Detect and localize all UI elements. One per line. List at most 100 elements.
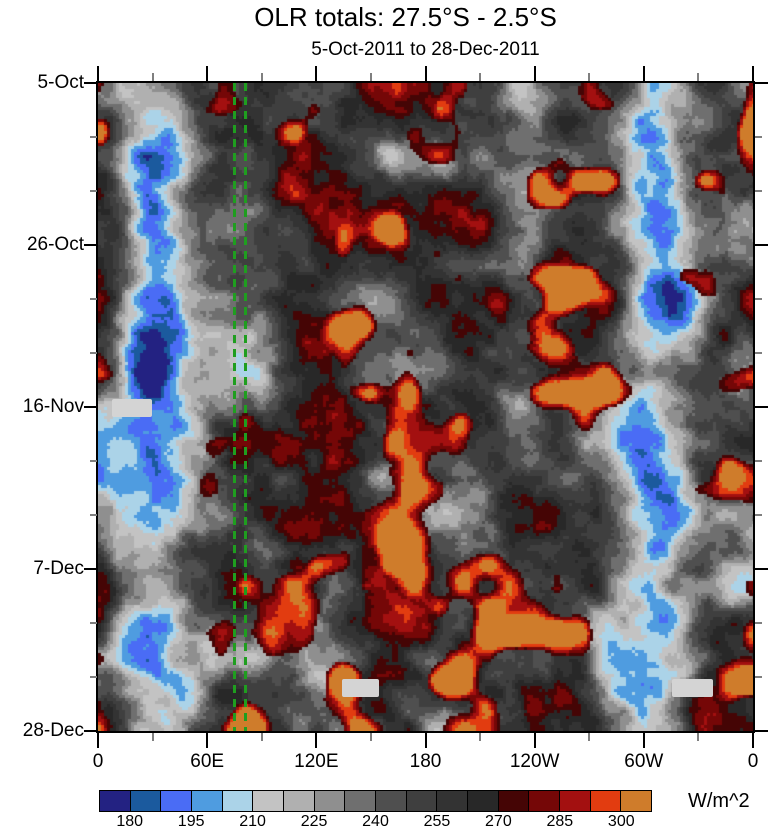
colorbar-swatch: [100, 791, 131, 811]
colorbar-tick-label: 210: [239, 813, 266, 830]
green-dashed-reference-line: [232, 83, 236, 731]
y-axis-major-tick: [755, 244, 768, 246]
hovmoller-field-canvas: [98, 83, 753, 731]
colorbar-swatch: [406, 791, 438, 811]
y-axis-major-tick: [755, 82, 768, 84]
y-axis-tick-label: 5-Oct: [37, 72, 84, 93]
x-axis-major-tick: [752, 733, 754, 748]
y-axis-minor-tick: [90, 676, 97, 678]
x-axis-major-tick: [424, 733, 427, 748]
y-axis-major-tick: [84, 568, 97, 570]
colorbar-swatch: [376, 791, 407, 811]
y-axis-minor-tick: [755, 136, 762, 138]
y-axis-minor-tick: [755, 622, 762, 624]
y-axis-minor-tick: [90, 514, 97, 516]
colorbar: [99, 790, 652, 812]
colorbar-swatch: [621, 791, 652, 811]
x-axis-minor-tick: [588, 733, 591, 741]
x-axis-minor-tick: [260, 733, 263, 741]
x-axis-tick-label: 120W: [509, 751, 560, 772]
y-axis-tick-label: 28-Dec: [22, 720, 84, 741]
colorbar-swatch: [314, 791, 346, 811]
x-axis-minor-tick: [479, 73, 482, 81]
plot-area: [96, 81, 755, 733]
colorbar-tick-label: 255: [423, 813, 451, 830]
y-axis-minor-tick: [90, 298, 97, 300]
x-axis-tick-label: 180: [409, 751, 442, 772]
x-axis-tick-label: 60W: [624, 751, 664, 772]
colorbar-swatch: [130, 791, 162, 811]
x-axis-major-tick: [315, 66, 318, 81]
y-axis-minor-tick: [90, 460, 97, 462]
colorbar-tick-label: 180: [116, 813, 144, 830]
x-axis-minor-tick: [697, 733, 700, 741]
y-axis-major-tick: [84, 406, 97, 408]
x-axis-major-tick: [424, 66, 427, 81]
colorbar-swatch: [192, 791, 223, 811]
x-axis-minor-tick: [151, 733, 154, 741]
missing-data-patch: [342, 679, 379, 698]
y-axis-major-tick: [755, 568, 768, 570]
y-axis-minor-tick: [755, 190, 762, 192]
x-axis-major-tick: [206, 66, 209, 81]
x-axis-minor-tick: [369, 733, 372, 741]
x-axis-minor-tick: [479, 733, 482, 741]
x-axis-tick-label: 0: [747, 751, 759, 772]
x-axis-major-tick: [533, 733, 536, 748]
chart-title: OLR totals: 27.5°S - 2.5°S: [254, 2, 557, 32]
y-axis-minor-tick: [755, 676, 762, 678]
colorbar-swatch: [590, 791, 622, 811]
missing-data-patch: [111, 398, 153, 417]
y-axis-minor-tick: [90, 622, 97, 624]
colorbar-swatch: [222, 791, 254, 811]
y-axis-minor-tick: [755, 352, 762, 354]
chart-subtitle: 5-Oct-2011 to 28-Dec-2011: [311, 39, 540, 60]
y-axis-tick-label: 7-Dec: [33, 558, 84, 579]
x-axis-major-tick: [642, 733, 645, 748]
y-axis-tick-label: 26-Oct: [26, 234, 84, 255]
x-axis-major-tick: [206, 733, 209, 748]
y-axis-minor-tick: [755, 298, 762, 300]
x-axis-tick-label: 120E: [294, 751, 339, 772]
y-axis-minor-tick: [90, 136, 97, 138]
y-axis-major-tick: [755, 730, 768, 732]
x-axis-major-tick: [97, 66, 99, 81]
colorbar-tick-label: 300: [607, 813, 635, 830]
colorbar-swatch: [253, 791, 285, 811]
y-axis-major-tick: [84, 244, 97, 246]
y-axis-minor-tick: [755, 514, 762, 516]
x-axis-major-tick: [752, 66, 754, 81]
colorbar-tick-label: 195: [177, 813, 205, 830]
colorbar-tick-label: 270: [485, 813, 512, 830]
colorbar-tick-label: 225: [300, 813, 328, 830]
x-axis-minor-tick: [151, 73, 154, 81]
y-axis-major-tick: [84, 730, 97, 732]
colorbar-unit-label: W/m^2: [688, 790, 750, 812]
x-axis-major-tick: [315, 733, 318, 748]
y-axis-minor-tick: [90, 190, 97, 192]
colorbar-swatch: [161, 791, 193, 811]
y-axis-minor-tick: [755, 460, 762, 462]
y-axis-major-tick: [755, 406, 768, 408]
colorbar-swatch: [468, 791, 499, 811]
colorbar-swatch: [498, 791, 530, 811]
x-axis-minor-tick: [588, 73, 591, 81]
y-axis-minor-tick: [90, 352, 97, 354]
x-axis-tick-label: 0: [92, 751, 104, 772]
colorbar-swatch: [437, 791, 469, 811]
green-dashed-reference-line: [243, 83, 247, 731]
x-axis-minor-tick: [260, 73, 263, 81]
x-axis-minor-tick: [369, 73, 372, 81]
colorbar-tick-label: 285: [546, 813, 574, 830]
y-axis-tick-label: 16-Nov: [22, 396, 84, 417]
missing-data-patch: [672, 679, 714, 698]
x-axis-minor-tick: [697, 73, 700, 81]
colorbar-swatch: [560, 791, 591, 811]
colorbar-swatch: [284, 791, 315, 811]
x-axis-major-tick: [642, 66, 645, 81]
colorbar-tick-label: 240: [362, 813, 389, 830]
colorbar-swatch: [345, 791, 377, 811]
x-axis-major-tick: [533, 66, 536, 81]
x-axis-major-tick: [97, 733, 99, 748]
